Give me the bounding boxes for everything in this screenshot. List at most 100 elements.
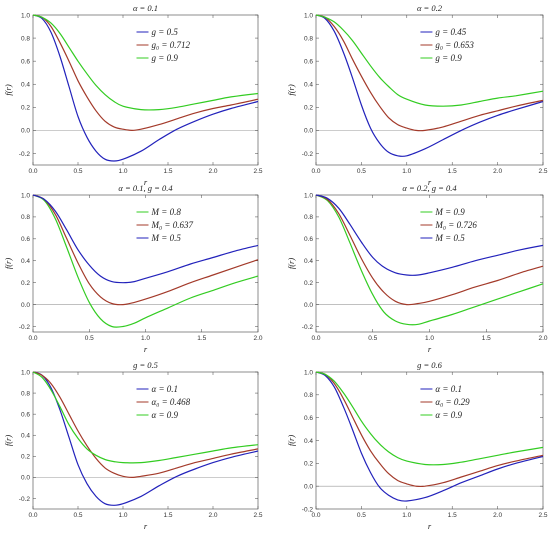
legend-entry: g = 0.9 [152, 53, 179, 63]
y-tick-label: 0.8 [21, 390, 30, 397]
y-tick-label: 0.6 [21, 58, 30, 65]
y-tick-label: 0.4 [304, 258, 313, 265]
x-tick-label: 2.5 [253, 512, 262, 519]
legend-entry: M₀ = 0.726 [434, 220, 477, 230]
x-tick-label: 0.5 [85, 335, 94, 342]
legend-entry: M = 0.5 [151, 233, 182, 243]
plot-frame [32, 371, 259, 510]
series-line-2 [32, 14, 259, 132]
series-line-2 [315, 14, 544, 132]
x-tick-label: 2.0 [538, 335, 547, 342]
y-tick-label: 0.8 [21, 35, 30, 42]
y-tick-label: 0.2 [21, 105, 30, 112]
y-tick-label: 0.4 [21, 82, 30, 89]
y-tick-label: 0.8 [304, 214, 313, 221]
legend-entry: α₀ = 0.29 [435, 397, 470, 407]
y-tick-label: 0.8 [304, 392, 313, 399]
y-tick-label: 0.2 [304, 105, 313, 112]
y-tick-label: 0.4 [21, 258, 30, 265]
legend-entry: M = 0.5 [434, 233, 465, 243]
x-tick-label: 0.5 [73, 168, 82, 175]
panel-title: α = 0.2 [417, 3, 443, 13]
x-tick-label: 0.0 [28, 512, 37, 519]
panel-title: g = 0.6 [417, 360, 443, 370]
y-tick-label: -0.2 [19, 151, 31, 158]
series-line-1 [32, 14, 259, 162]
series-line-1 [315, 371, 544, 502]
panel-5: g = 0.5 0.0 0.5 1.0 1.5 2.0 2.5 -0.2 0.0 0.2 0.4 0.… [3, 360, 263, 531]
y-tick-label: 0.0 [21, 475, 30, 482]
x-tick-label: 1.0 [402, 512, 411, 519]
legend-entry: g = 0.5 [152, 27, 179, 37]
x-axis-label: r [144, 177, 148, 187]
series-line-3 [315, 371, 544, 466]
y-tick-label: 0.0 [21, 302, 30, 309]
panel-1: α = 0.1 0.0 0.5 1.0 1.5 2.0 2.5 -0.2 0.0 0.2 0.4 0.… [3, 3, 263, 187]
x-tick-label: 0.5 [73, 512, 82, 519]
panel-2: α = 0.2 0.0 0.5 1.0 1.5 2.0 2.5 -0.2 0.0 0.2 0.4 0.… [286, 3, 548, 187]
x-tick-label: 1.0 [402, 168, 411, 175]
y-tick-label: 0.2 [304, 461, 313, 468]
legend-entry: g₀ = 0.653 [435, 40, 474, 50]
series-line-3 [315, 14, 544, 107]
y-tick-label: 1.0 [304, 12, 313, 19]
x-tick-label: 0.5 [368, 335, 377, 342]
x-tick-label: 2.0 [208, 512, 217, 519]
series-line-3 [32, 194, 259, 284]
series-line-2 [32, 194, 259, 306]
panel-3: α = 0.1, g = 0.4 0.0 0.5 1.0 1.5 2.0 -0.2 0.0 0.… [3, 183, 263, 354]
series-line-2 [32, 371, 259, 479]
x-tick-label: 0.0 [28, 335, 37, 342]
y-tick-label: -0.2 [19, 324, 31, 331]
y-tick-label: 1.0 [304, 369, 313, 376]
y-tick-label: 0.6 [304, 236, 313, 243]
series-line-3 [315, 194, 544, 276]
y-tick-label: 0.6 [21, 236, 30, 243]
x-tick-label: 1.0 [141, 335, 150, 342]
y-tick-label: -0.2 [19, 496, 31, 503]
y-tick-label: 0.4 [304, 82, 313, 89]
y-tick-label: 0.0 [304, 302, 313, 309]
x-tick-label: 2.5 [538, 168, 547, 175]
y-tick-label: 0.0 [304, 128, 313, 135]
y-axis-label: f(r) [3, 258, 13, 270]
x-tick-label: 0.5 [357, 512, 366, 519]
x-tick-label: 1.5 [163, 512, 172, 519]
legend-entry: M = 0.8 [151, 207, 182, 217]
x-tick-label: 0.0 [311, 512, 320, 519]
x-tick-label: 1.5 [482, 335, 491, 342]
y-axis-label: f(r) [286, 258, 296, 270]
y-tick-label: -0.2 [302, 324, 314, 331]
x-tick-label: 0.5 [357, 168, 366, 175]
y-tick-label: 0.4 [21, 433, 30, 440]
series-line-2 [315, 194, 544, 306]
y-axis-label: f(r) [286, 84, 296, 96]
y-tick-label: 0.6 [304, 415, 313, 422]
x-tick-label: 0.0 [311, 168, 320, 175]
x-axis-label: r [144, 521, 148, 531]
x-tick-label: 0.0 [311, 335, 320, 342]
x-tick-label: 2.5 [538, 512, 547, 519]
plot-frame [315, 371, 544, 510]
panel-title: g = 0.5 [133, 360, 158, 370]
x-tick-label: 1.0 [118, 512, 127, 519]
legend-entry: M = 0.9 [434, 207, 465, 217]
series-line-1 [32, 194, 259, 328]
x-tick-label: 2.0 [493, 168, 502, 175]
y-tick-label: 0.2 [21, 454, 30, 461]
y-tick-label: 0.0 [304, 483, 313, 490]
x-axis-label: r [428, 521, 432, 531]
x-tick-label: 1.0 [425, 335, 434, 342]
x-tick-label: 2.0 [493, 512, 502, 519]
series-line-1 [315, 194, 544, 326]
x-tick-label: 0.0 [28, 168, 37, 175]
legend-entry: α = 0.9 [152, 410, 179, 420]
y-tick-label: 1.0 [21, 369, 30, 376]
x-axis-label: r [144, 344, 148, 354]
plot-frame [315, 194, 544, 333]
legend-entry: M₀ = 0.637 [151, 220, 194, 230]
x-tick-label: 1.0 [118, 168, 127, 175]
y-tick-label: 0.6 [304, 58, 313, 65]
legend-entry: α₀ = 0.468 [152, 397, 191, 407]
y-tick-label: 0.4 [304, 438, 313, 445]
